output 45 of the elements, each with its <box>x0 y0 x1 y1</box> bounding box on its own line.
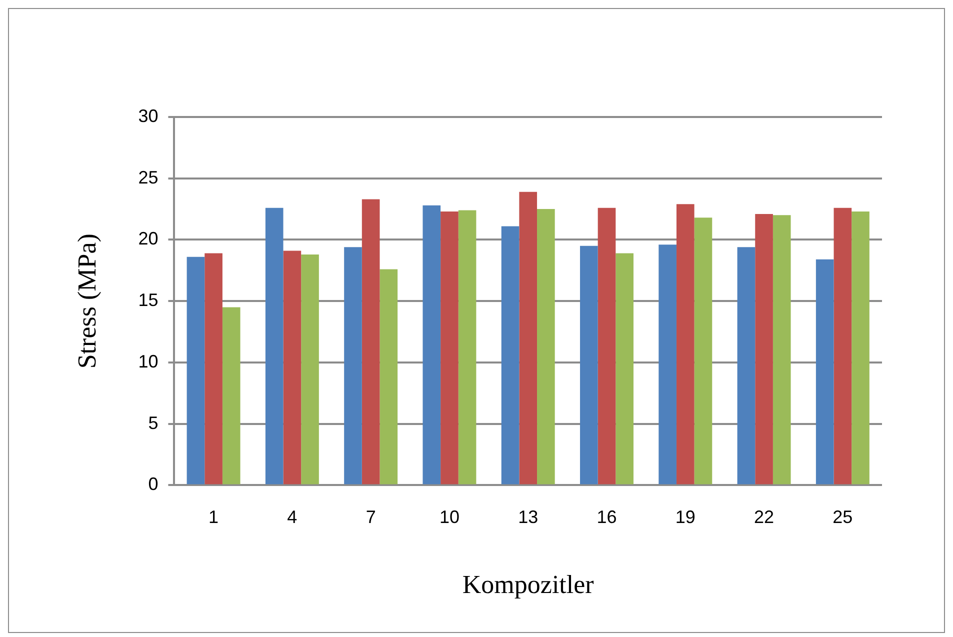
x-tick-label: 10 <box>439 506 460 527</box>
x-tick-label: 22 <box>754 506 774 527</box>
y-tick-label: 25 <box>138 167 158 188</box>
bar <box>422 205 441 484</box>
bar <box>362 199 380 484</box>
bar <box>676 204 694 484</box>
bar <box>658 244 676 484</box>
bar <box>537 209 555 484</box>
bar <box>519 192 538 484</box>
y-tick-label: 0 <box>148 474 158 494</box>
bar <box>222 307 240 484</box>
x-tick-label: 19 <box>675 506 696 527</box>
bar <box>772 215 791 484</box>
y-tick-label: 15 <box>138 290 158 310</box>
x-tick-label: 1 <box>208 506 219 527</box>
y-tick-label: 10 <box>138 351 158 372</box>
bar <box>301 254 319 484</box>
x-axis-title: Kompozitler <box>462 570 594 600</box>
bar <box>186 256 205 484</box>
x-tick-label: 16 <box>596 506 617 527</box>
bar <box>816 259 834 484</box>
bar <box>265 208 284 484</box>
bar <box>440 212 458 484</box>
bar <box>755 214 773 484</box>
bar <box>344 247 362 484</box>
x-tick-label: 7 <box>366 506 376 527</box>
bar <box>380 269 398 484</box>
bar <box>694 218 712 484</box>
bar <box>737 247 756 484</box>
y-tick-label: 30 <box>138 106 158 126</box>
bar <box>458 210 476 484</box>
bar <box>283 250 302 484</box>
bar <box>616 253 634 484</box>
bar <box>580 246 598 484</box>
bar <box>204 253 222 484</box>
bar <box>501 226 520 484</box>
x-tick-label: 4 <box>287 506 298 527</box>
y-axis-title: Stress (MPa) <box>72 234 102 369</box>
bar <box>834 208 852 484</box>
bar <box>598 208 616 484</box>
y-tick-label: 20 <box>138 228 158 249</box>
x-tick-label: 13 <box>518 506 538 527</box>
y-tick-label: 5 <box>148 412 158 433</box>
bar <box>852 212 870 484</box>
x-tick-label: 25 <box>832 506 853 527</box>
